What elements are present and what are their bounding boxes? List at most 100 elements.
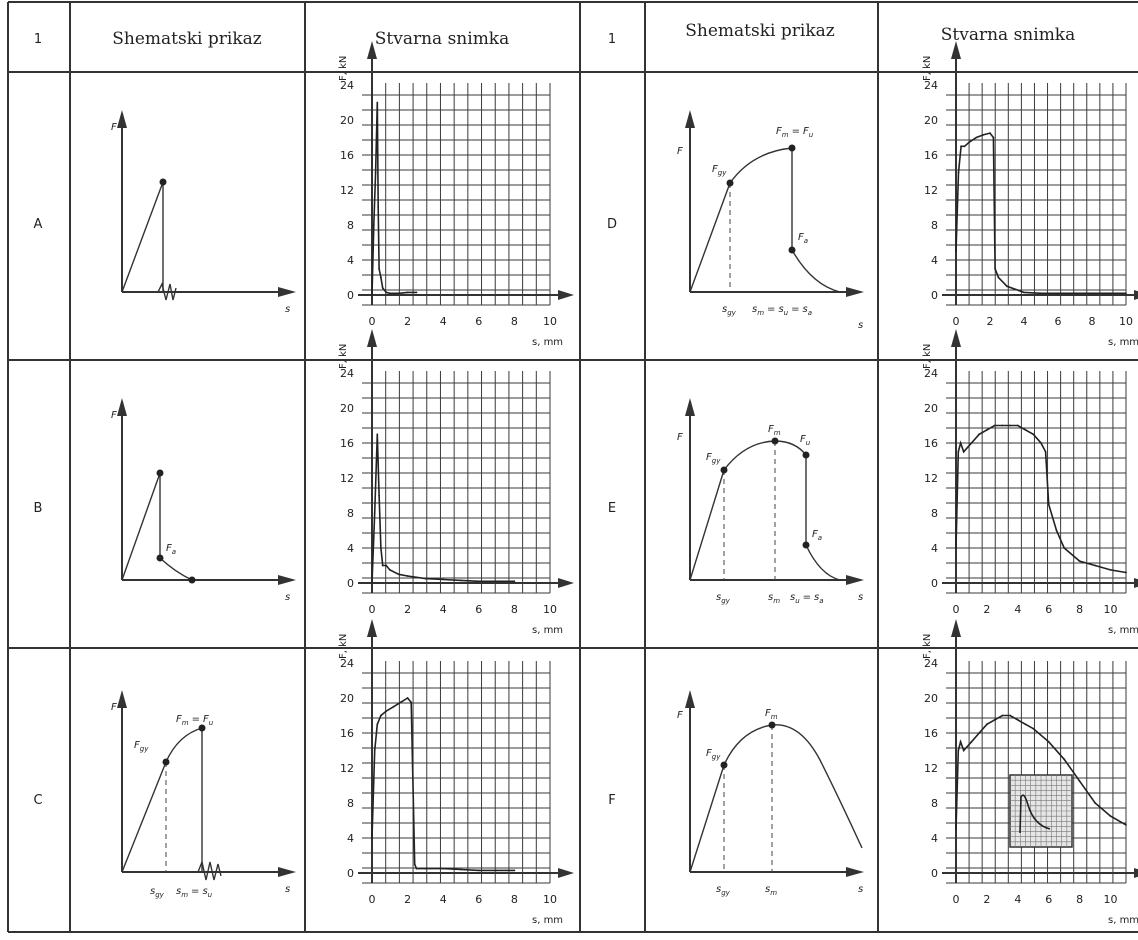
data-point <box>415 867 418 870</box>
y-tick-label: 4 <box>347 542 354 555</box>
x-tick-label: 8 <box>1076 893 1083 906</box>
data-point <box>959 740 962 743</box>
x-tick-label: 8 <box>1076 603 1083 616</box>
data-point <box>1032 727 1035 730</box>
x-axis-label: s, mm <box>532 915 563 926</box>
y-tick-label: 24 <box>924 657 938 670</box>
data-point <box>373 749 376 752</box>
data-point <box>962 749 965 752</box>
y-tick-label: 4 <box>347 254 354 267</box>
table-grid <box>7 1 1138 933</box>
data-point <box>376 101 379 104</box>
svg-text:Fm=Fu: Fm = Fu <box>176 714 214 727</box>
y-axis-label: F, kN <box>922 56 933 81</box>
y-tick-label: 8 <box>931 219 938 232</box>
data-point <box>1063 758 1066 761</box>
y-tick-label: 4 <box>931 254 938 267</box>
data-point <box>380 714 382 717</box>
x-axis-arrow <box>558 868 574 878</box>
data-point <box>378 494 380 497</box>
data-point <box>406 291 409 294</box>
header-actual-left: Stvarna snimka <box>375 29 510 49</box>
data-point <box>1091 292 1093 295</box>
data-point <box>959 442 962 444</box>
data-point <box>1094 802 1096 804</box>
x-axis-arrow <box>1134 290 1138 300</box>
svg-text:s: s <box>858 592 863 603</box>
x-tick-label: 2 <box>983 893 990 906</box>
data-point <box>955 828 957 831</box>
data-point <box>1024 723 1027 726</box>
x-tick-label: 10 <box>1104 603 1118 616</box>
svg-text:sm: sm <box>768 592 780 605</box>
x-tick-label: 6 <box>475 893 482 906</box>
data-point <box>960 145 962 148</box>
data-point <box>371 582 373 584</box>
svg-text:su=sa: su = sa <box>790 592 824 605</box>
y-axis-label: F, kN <box>922 634 933 659</box>
data-point <box>963 145 966 148</box>
data-point <box>970 442 973 444</box>
data-point <box>1074 292 1076 295</box>
data-point <box>1016 424 1019 427</box>
svg-text:F: F <box>677 146 683 157</box>
data-point <box>1001 424 1004 427</box>
y-tick-label: 0 <box>931 867 938 880</box>
svg-text:s: s <box>858 884 863 895</box>
x-tick-label: 4 <box>440 603 447 616</box>
data-point <box>388 292 391 295</box>
x-tick-label: 2 <box>404 893 411 906</box>
y-tick-label: 20 <box>924 114 938 127</box>
x-tick-label: 10 <box>1119 315 1133 328</box>
row-label-a: A <box>34 217 43 232</box>
data-point <box>513 869 516 872</box>
data-point <box>371 294 373 296</box>
y-tick-label: 0 <box>931 577 938 590</box>
schematic-f: F s Fgy Fm sgy sm <box>677 690 864 897</box>
data-point <box>1024 429 1027 431</box>
data-point <box>381 287 384 289</box>
row-label-b: B <box>34 501 43 516</box>
svg-text:sgy: sgy <box>150 886 165 899</box>
svg-text:F: F <box>111 122 117 133</box>
data-point <box>406 575 409 577</box>
svg-text:sm: sm <box>765 884 777 897</box>
data-point <box>1125 824 1127 826</box>
y-tick-label: 8 <box>347 219 354 232</box>
data-point <box>1009 424 1011 427</box>
data-point <box>378 267 380 270</box>
x-tick-label: 0 <box>953 603 960 616</box>
data-point <box>1044 450 1047 453</box>
header-number-left: 1 <box>34 32 42 47</box>
data-point <box>986 723 988 726</box>
x-tick-label: 8 <box>511 893 518 906</box>
chart-grid <box>946 83 1127 306</box>
y-tick-label: 20 <box>924 402 938 415</box>
data-point <box>993 424 996 427</box>
data-point <box>372 224 375 226</box>
svg-text:s: s <box>285 884 290 895</box>
data-point <box>397 573 400 576</box>
data-point <box>460 579 462 582</box>
x-tick-label: 10 <box>543 315 557 328</box>
svg-text:Fa: Fa <box>166 543 176 556</box>
y-tick-label: 16 <box>340 727 354 740</box>
data-point <box>424 867 427 870</box>
header-actual-right: Stvarna snimka <box>941 25 1076 45</box>
y-tick-label: 4 <box>931 832 938 845</box>
y-tick-label: 24 <box>924 367 938 380</box>
data-point <box>957 171 960 174</box>
y-tick-label: 4 <box>347 832 354 845</box>
x-axis-label: s, mm <box>532 625 563 636</box>
header-schematic-left: Shematski prikaz <box>112 29 261 49</box>
x-tick-label: 2 <box>404 315 411 328</box>
header-schematic-right: Shematski prikaz <box>685 21 834 41</box>
x-tick-label: 6 <box>475 315 482 328</box>
svg-text:sm=su: sm = su <box>176 886 213 899</box>
chart-grid <box>362 371 551 594</box>
svg-text:sgy: sgy <box>722 304 737 317</box>
x-tick-label: 4 <box>1014 893 1021 906</box>
data-point <box>1078 560 1081 562</box>
